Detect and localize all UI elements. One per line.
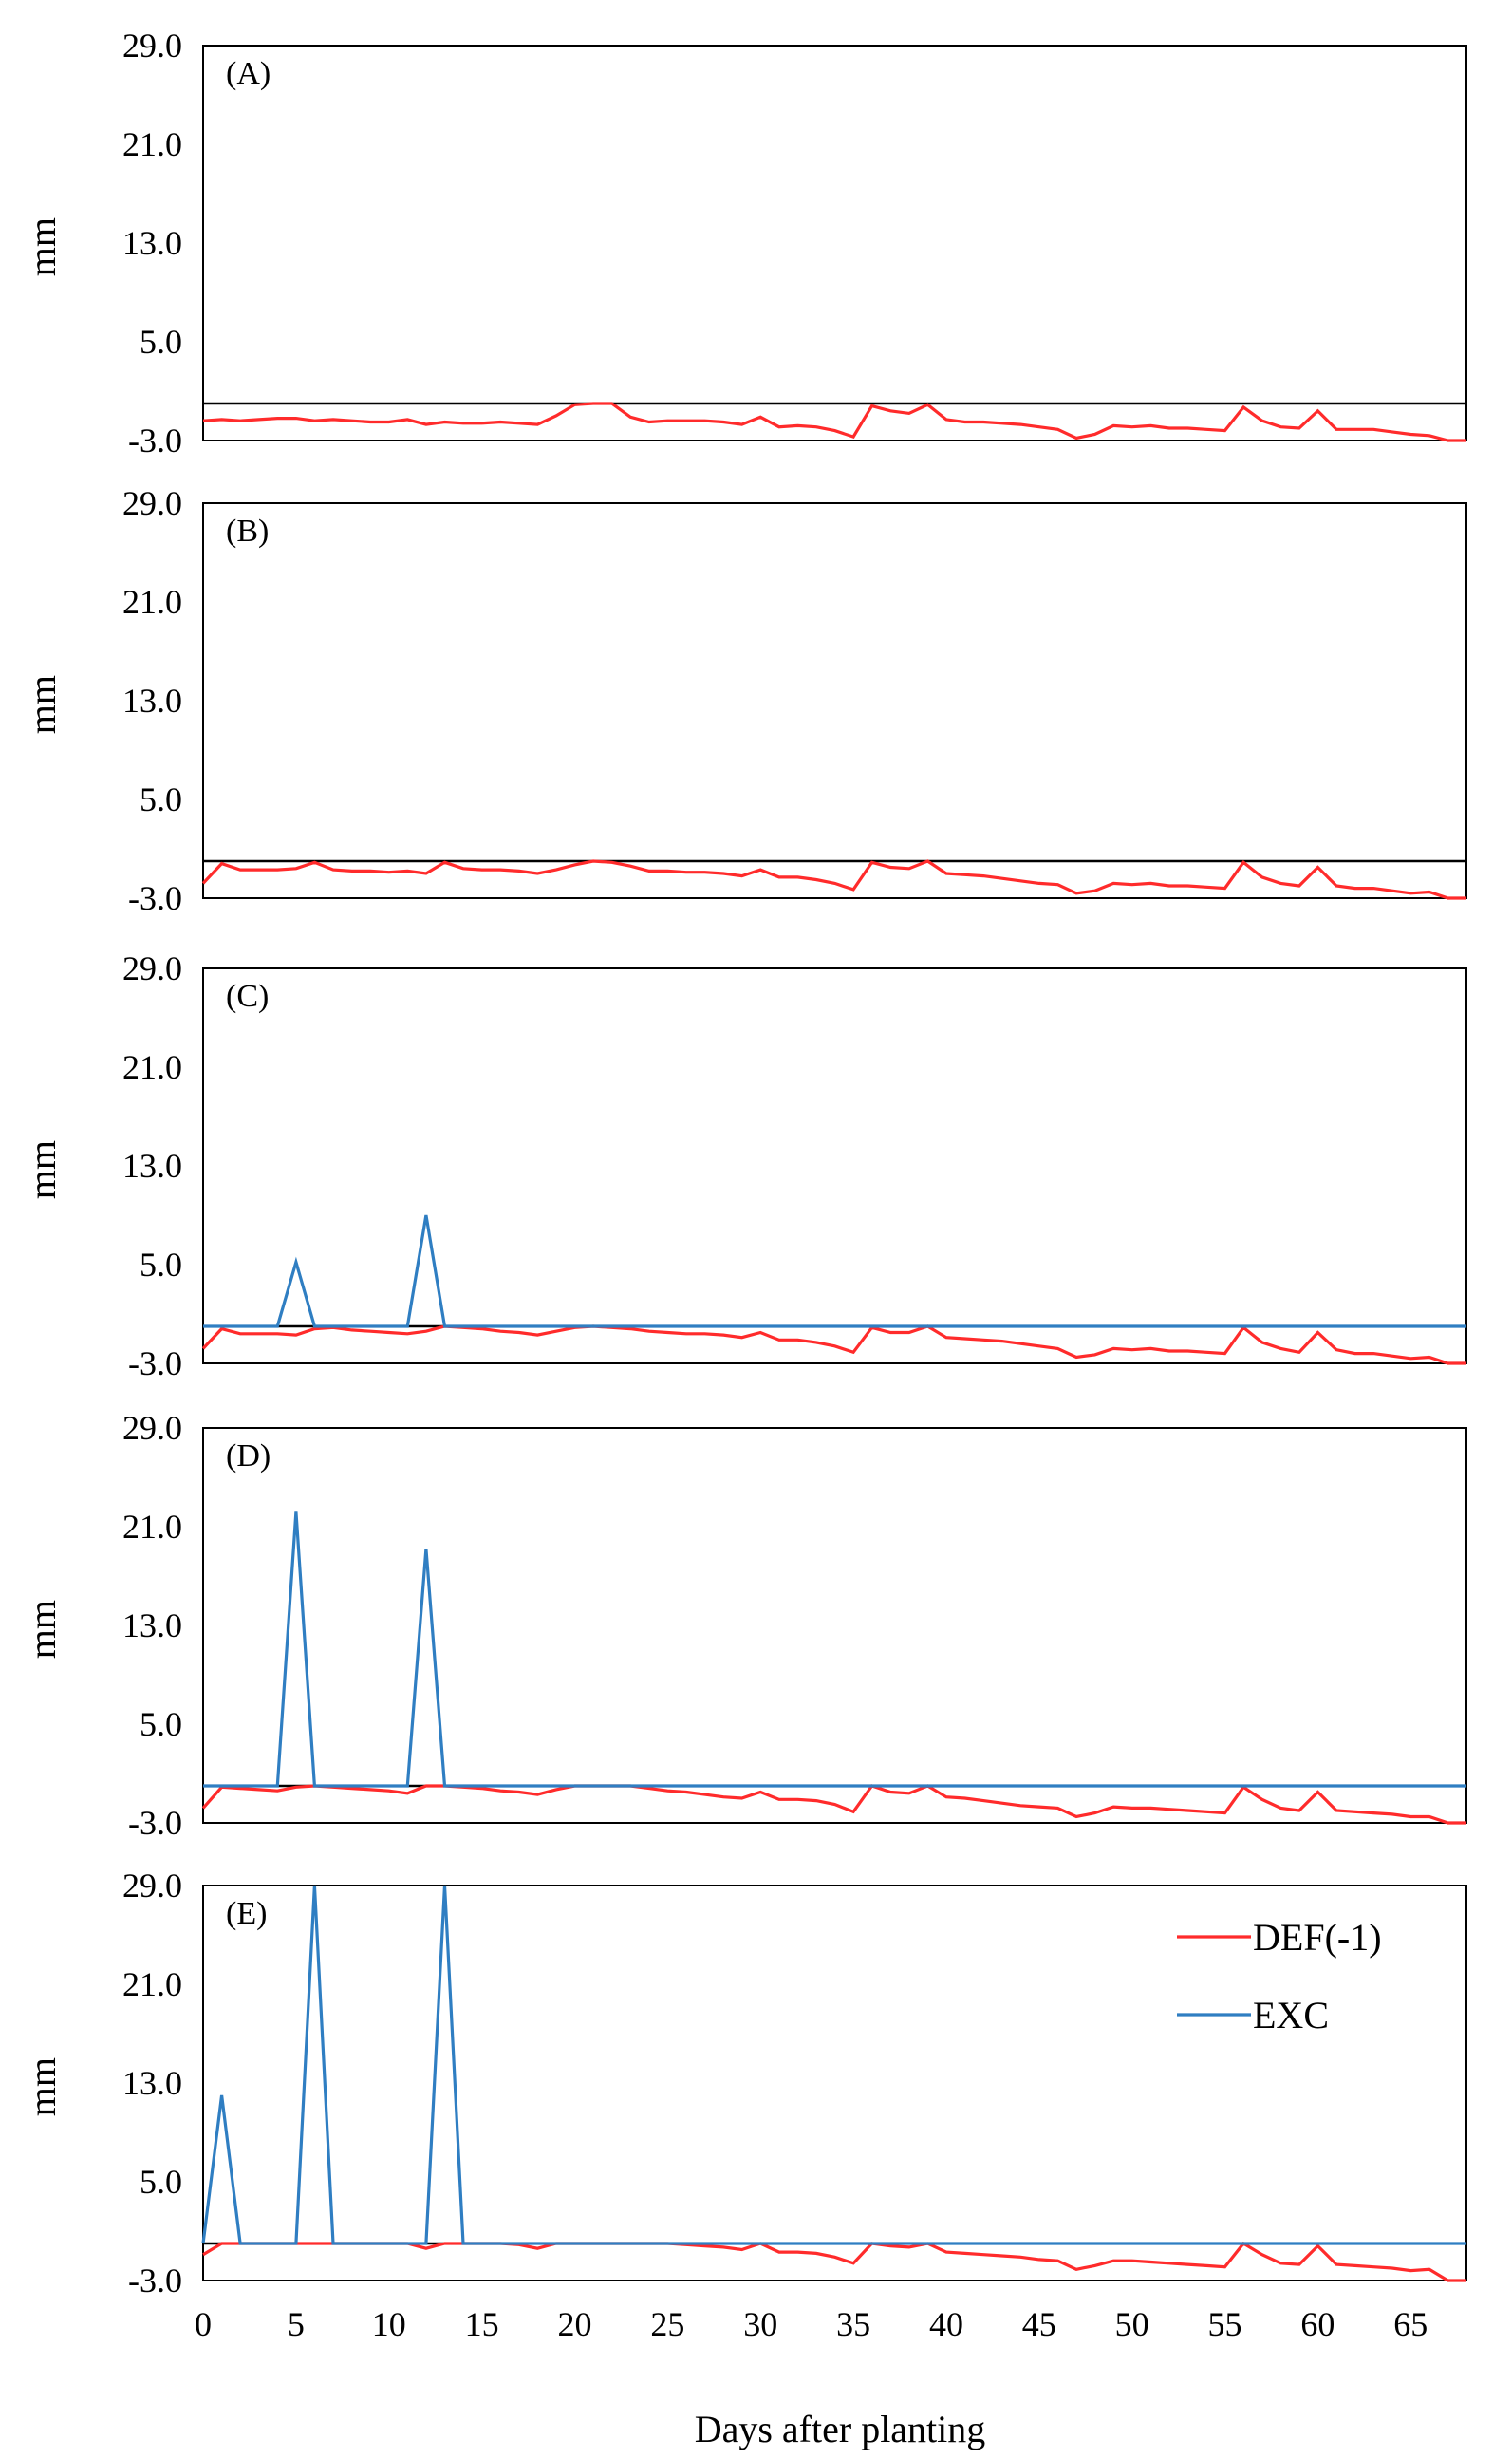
series-line-exc [203, 1511, 1466, 1788]
x-tick-label: 5 [288, 2305, 305, 2343]
panel-0: 29.0 21.0 13.0 5.0 -3.0 mm (A) [21, 27, 1467, 460]
panel-label: (A) [226, 56, 271, 91]
y-tick-label: 21.0 [122, 125, 182, 163]
series-line-def [201, 859, 1466, 900]
x-tick-label: 20 [557, 2305, 591, 2343]
plot-frame [202, 502, 1467, 899]
panel-label: (C) [226, 979, 269, 1014]
y-tick-label: -3.0 [128, 2262, 182, 2299]
series-line-def [202, 2241, 1466, 2282]
x-tick-label: 25 [650, 2305, 684, 2343]
y-tick-label: 13.0 [122, 2064, 182, 2102]
panel-label: (D) [226, 1438, 271, 1474]
y-tick-label: 5.0 [140, 323, 182, 361]
x-axis: 0 5 10 15 20 25 30 35 40 45 50 55 60 65 [195, 2305, 1428, 2343]
x-tick-label: 40 [929, 2305, 963, 2343]
x-tick-label: 10 [372, 2305, 406, 2343]
x-tick-label: 30 [743, 2305, 777, 2343]
panel-1: 29.0 21.0 13.0 5.0 -3.0 mm (B) [21, 484, 1467, 917]
y-tick-label: 29.0 [122, 484, 182, 522]
y-tick-label: 5.0 [140, 2163, 182, 2201]
x-tick-label: 60 [1300, 2305, 1335, 2343]
panel-4: 29.0 21.0 13.0 5.0 -3.0 mm (E) DEF(-1) EXC [21, 1867, 1467, 2299]
series-line-def [201, 1324, 1466, 1365]
x-tick-label: 45 [1022, 2305, 1056, 2343]
panel-3: 29.0 21.0 13.0 5.0 -3.0 mm (D) [21, 1409, 1467, 1842]
y-tick-label: 5.0 [140, 780, 182, 818]
y-tick-label: 29.0 [122, 1409, 182, 1447]
plot-frame [202, 967, 1467, 1364]
y-axis-label: mm [21, 675, 64, 734]
y-tick-label: -3.0 [128, 1804, 182, 1842]
plot-frame [202, 45, 1467, 441]
y-tick-label: 13.0 [122, 682, 182, 720]
x-tick-label: 35 [836, 2305, 870, 2343]
plot-frame [202, 1885, 1467, 2281]
panel-label: (B) [226, 514, 269, 549]
y-tick-label: 13.0 [122, 1147, 182, 1185]
panel-label: (E) [226, 1896, 267, 1931]
y-tick-label: 21.0 [122, 1508, 182, 1546]
panel-2: 29.0 21.0 13.0 5.0 -3.0 mm (C) [21, 949, 1467, 1382]
y-axis-label: mm [21, 217, 64, 276]
x-tick-label: 55 [1208, 2305, 1242, 2343]
y-axis-label: mm [21, 1600, 64, 1659]
y-tick-label: 21.0 [122, 583, 182, 621]
y-axis-label: mm [21, 1140, 64, 1199]
y-tick-label: 29.0 [122, 27, 182, 65]
y-tick-label: 29.0 [122, 949, 182, 987]
y-axis-label: mm [21, 2057, 64, 2116]
x-tick-label: 50 [1115, 2305, 1149, 2343]
series-line-exc [203, 1214, 1466, 1328]
y-tick-label: -3.0 [128, 422, 182, 460]
y-tick-label: 29.0 [122, 1867, 182, 1905]
chart-panels: 29.0 21.0 13.0 5.0 -3.0 mm (A) 29.0 21.0 13.0 5.0 -… [21, 27, 1467, 2299]
y-tick-label: 13.0 [122, 224, 182, 262]
y-tick-label: 21.0 [122, 1965, 182, 2003]
x-tick-label: 0 [195, 2305, 212, 2343]
y-tick-label: 5.0 [140, 1246, 182, 1284]
y-tick-label: -3.0 [128, 1344, 182, 1382]
y-tick-label: 13.0 [122, 1606, 182, 1644]
y-tick-label: -3.0 [128, 879, 182, 917]
series-line-exc [201, 1885, 1466, 2245]
y-tick-label: 5.0 [140, 1705, 182, 1743]
series-line-def [202, 402, 1466, 442]
x-tick-label: 15 [465, 2305, 499, 2343]
legend: DEF(-1) EXC [1177, 1916, 1382, 2037]
series-line-def [201, 1784, 1466, 1825]
legend-label: DEF(-1) [1253, 1916, 1382, 1959]
y-tick-label: 21.0 [122, 1048, 182, 1086]
x-axis-label: Days after planting [695, 2408, 986, 2450]
x-tick-label: 65 [1393, 2305, 1428, 2343]
plot-frame [202, 1427, 1467, 1824]
legend-label: EXC [1253, 1994, 1329, 2037]
